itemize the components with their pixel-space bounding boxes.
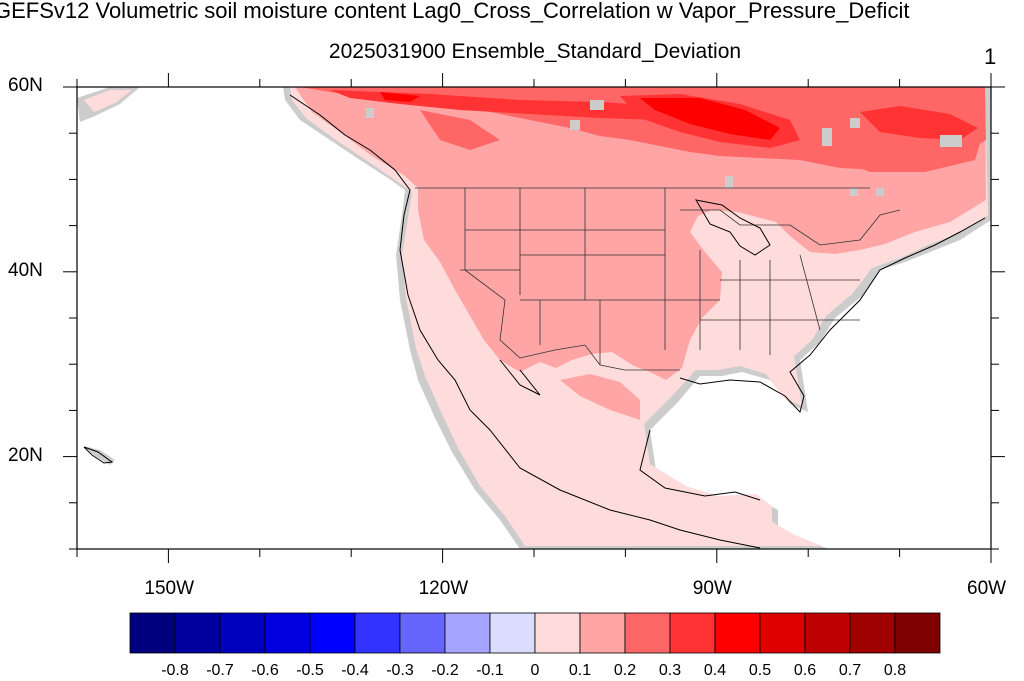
missing-data-patches <box>366 100 962 196</box>
colorbar-swatch <box>354 612 401 654</box>
colorbar-label: -0.4 <box>341 662 369 679</box>
colorbar-swatch <box>669 612 716 654</box>
panel-index: 1 <box>984 44 997 69</box>
axis-ticks <box>63 73 1005 563</box>
colorbar-label: 0.5 <box>748 662 772 679</box>
colorbar-swatch <box>264 612 311 654</box>
colorbar-label: -0.3 <box>386 662 414 679</box>
colorbar-label: -0.5 <box>296 662 324 679</box>
colorbar-swatch <box>894 612 941 654</box>
colorbar-label: 0 <box>530 662 540 679</box>
colorbar-swatch <box>129 612 176 654</box>
colorbar-swatch <box>714 612 761 654</box>
field-05-to-06 <box>380 92 780 140</box>
colorbar-swatch <box>759 612 806 654</box>
colorbar-swatch <box>309 612 356 654</box>
colorbar-swatch <box>444 612 491 654</box>
lon-label: 150W <box>144 578 195 599</box>
colorbar-label: -0.8 <box>161 662 189 679</box>
lat-label: 40N <box>8 259 43 281</box>
map-subtitle: 2025031900 Ensemble_Standard_Deviation <box>328 40 742 63</box>
colorbar-label: -0.6 <box>251 662 279 679</box>
colorbar-label: 0.6 <box>793 662 817 679</box>
colorbar <box>129 612 941 654</box>
lon-label: 90W <box>692 578 732 599</box>
lat-label: 20N <box>8 444 43 466</box>
colorbar-label: 0.2 <box>613 662 637 679</box>
colorbar-swatch <box>399 612 446 654</box>
colorbar-label: -0.2 <box>431 662 459 679</box>
lon-label: 60W <box>967 578 1007 599</box>
coastlines <box>83 94 986 549</box>
colorbar-label: -0.1 <box>476 662 504 679</box>
colorbar-swatch <box>219 612 266 654</box>
colorbar-swatch <box>579 612 626 654</box>
colorbar-swatch <box>534 612 581 654</box>
colorbar-label: -0.7 <box>206 662 234 679</box>
colorbar-label: 0.3 <box>658 662 682 679</box>
colorbar-label: 0.1 <box>568 662 592 679</box>
colorbar-swatch <box>174 612 221 654</box>
colorbar-swatch <box>849 612 896 654</box>
colorbar-label: 0.4 <box>703 662 727 679</box>
lon-label: 120W <box>418 578 469 599</box>
map-title: GEFSv12 Volumetric soil moisture content… <box>0 0 910 23</box>
political-boundaries <box>415 187 901 371</box>
colorbar-swatch <box>804 612 851 654</box>
colorbar-swatch <box>489 612 536 654</box>
colorbar-label: 0.8 <box>883 662 907 679</box>
colorbar-swatch <box>624 612 671 654</box>
lat-label: 60N <box>8 75 43 96</box>
colorbar-label: 0.7 <box>838 662 862 679</box>
